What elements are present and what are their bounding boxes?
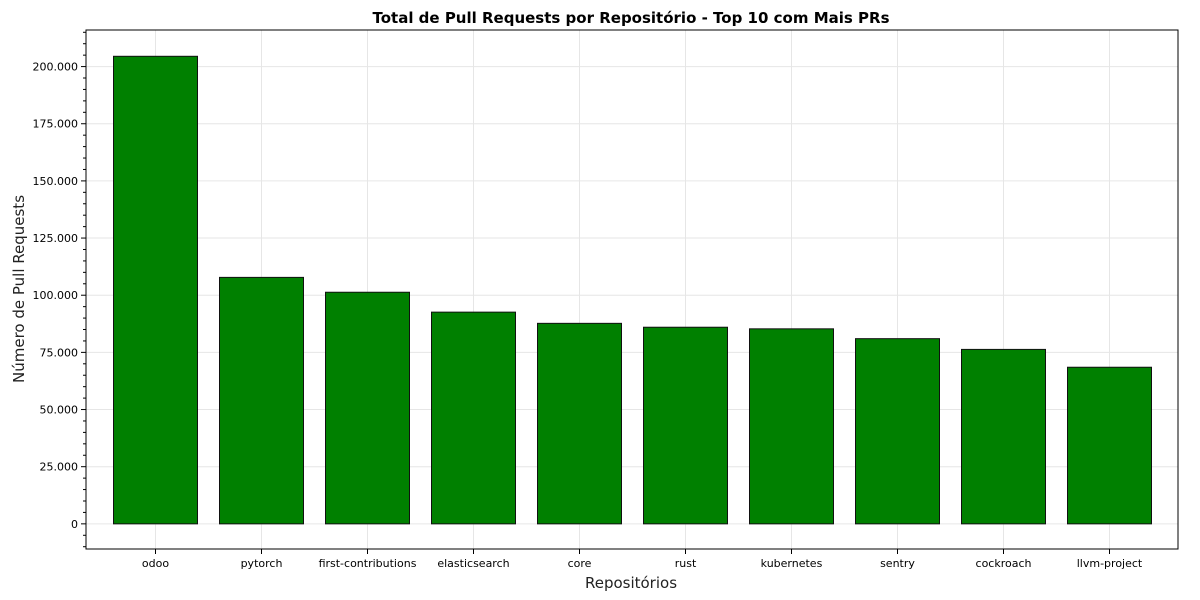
x-tick-label: first-contributions xyxy=(319,557,417,570)
y-tick-label: 25.000 xyxy=(40,461,79,474)
x-tick-label: cockroach xyxy=(976,557,1032,570)
bars-layer xyxy=(113,55,1152,525)
y-tick-label: 50.000 xyxy=(40,404,79,417)
x-axis: odoo pytorch first-contributions elasticsea… xyxy=(142,549,1143,570)
y-axis-label: Número de Pull Requests xyxy=(10,195,28,383)
y-tick-label: 100.000 xyxy=(33,289,79,302)
x-tick-label: rust xyxy=(675,557,697,570)
plot-frame xyxy=(85,29,1179,550)
bar-pytorch xyxy=(219,276,304,525)
y-tick-label: 175.000 xyxy=(33,118,79,131)
bar-core xyxy=(537,322,622,525)
bar-odoo xyxy=(113,55,198,525)
x-tick-label: core xyxy=(568,557,592,570)
x-tick-label: odoo xyxy=(142,557,169,570)
bar-cockroach xyxy=(961,348,1046,525)
bar-rust xyxy=(643,326,728,525)
y-axis: 0 25.000 50.000 75.000 100.000 125.000 150.000… xyxy=(33,31,86,548)
x-tick-label: llvm-project xyxy=(1077,557,1143,570)
bar-sentry xyxy=(855,338,940,525)
bar-elasticsearch xyxy=(431,311,516,525)
y-tick-label: 75.000 xyxy=(40,346,79,359)
x-axis-label: Repositórios xyxy=(585,574,677,592)
x-tick-label: kubernetes xyxy=(761,557,823,570)
x-tick-label: sentry xyxy=(880,557,915,570)
chart-title: Total de Pull Requests por Repositório -… xyxy=(372,9,889,27)
bar-kubernetes xyxy=(749,328,834,525)
y-tick-label: 200.000 xyxy=(33,61,79,74)
y-tick-label: 150.000 xyxy=(33,175,79,188)
y-tick-label: 125.000 xyxy=(33,232,79,245)
bar-first-contributions xyxy=(325,291,410,525)
y-tick-label: 0 xyxy=(71,518,78,531)
bar-llvm-project xyxy=(1067,366,1152,525)
x-tick-label: pytorch xyxy=(241,557,283,570)
x-tick-label: elasticsearch xyxy=(437,557,509,570)
